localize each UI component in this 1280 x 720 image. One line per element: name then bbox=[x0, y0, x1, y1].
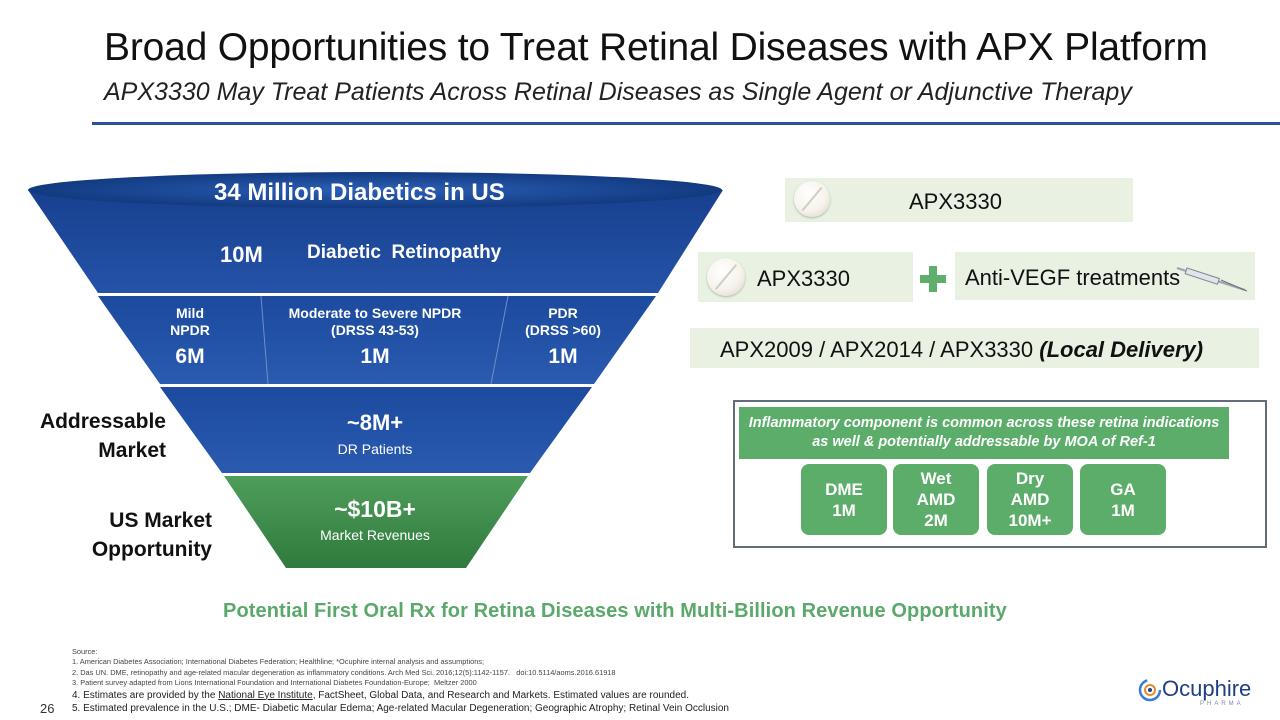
single-agent-label: APX3330 bbox=[909, 189, 1002, 214]
funnel-divider-right bbox=[490, 295, 509, 385]
funnel-top-title: 34 Million Diabetics in US bbox=[214, 179, 505, 206]
tile-dme-line1: DME bbox=[825, 479, 863, 499]
source-3: 3. Patient survey adapted from Lions Int… bbox=[72, 678, 477, 688]
addressable-line1: Addressable bbox=[39, 410, 166, 433]
moderate-npdr-label: Moderate to Severe NPDR (DRSS 43-53) bbox=[262, 305, 488, 339]
sources-footnote: Source: 1. American Diabetes Association… bbox=[72, 647, 729, 715]
tile-ga: GA 1M bbox=[1080, 464, 1166, 535]
ocuphire-logo-text: Ocuphire bbox=[1162, 676, 1252, 701]
addressable-value: ~8M+ bbox=[346, 410, 404, 435]
tablet-icon bbox=[794, 181, 830, 217]
local-delivery-products: APX2009 / APX2014 / APX3330 bbox=[720, 337, 1040, 362]
tile-wet-amd-line2: AMD bbox=[916, 490, 956, 509]
single-agent-row bbox=[785, 178, 1133, 222]
plus-icon bbox=[920, 266, 946, 292]
local-delivery-note: (Local Delivery) bbox=[1039, 337, 1204, 362]
tile-dry-amd-line1: Dry bbox=[1015, 469, 1045, 488]
sources-heading: Source: bbox=[72, 647, 98, 656]
pdr-label-line1: PDR bbox=[548, 305, 578, 321]
us-market-line2: Opportunity bbox=[91, 538, 212, 561]
moderate-npdr-value: 1M bbox=[360, 345, 390, 368]
ocuphire-logo-sub: PHARMA bbox=[1200, 701, 1244, 707]
page-number: 26 bbox=[40, 701, 55, 716]
source-1: 1. American Diabetes Association; Intern… bbox=[72, 657, 485, 667]
tablet-icon bbox=[707, 258, 745, 296]
funnel-band-addressable bbox=[160, 387, 592, 473]
market-value: ~$10B+ bbox=[334, 496, 416, 522]
us-market-line1: US Market bbox=[109, 509, 212, 532]
mild-npdr-value: 6M bbox=[175, 345, 205, 368]
addressable-market-label: Addressable Market bbox=[10, 407, 166, 465]
funnel-divider-left bbox=[260, 295, 269, 385]
tile-wet-amd: Wet AMD 2M bbox=[893, 464, 979, 535]
pdr-value: 1M bbox=[548, 345, 578, 368]
addressable-line2: Market bbox=[98, 439, 166, 462]
slide-subtitle: APX3330 May Treat Patients Across Retina… bbox=[104, 78, 1132, 106]
funnel-band-market bbox=[224, 476, 528, 568]
tile-dry-amd-line3: 10M+ bbox=[1008, 511, 1052, 530]
tile-dme-line2: 1M bbox=[832, 500, 856, 520]
tile-wet-amd-line3: 2M bbox=[924, 511, 948, 530]
mild-label-line1: Mild bbox=[176, 305, 204, 321]
source-5: 5. Estimated prevalence in the U.S.; DME… bbox=[72, 702, 729, 714]
pdr-label: PDR (DRSS >60) bbox=[508, 305, 618, 339]
tagline: Potential First Oral Rx for Retina Disea… bbox=[223, 600, 1007, 622]
ocuphire-logo-icon bbox=[1138, 678, 1162, 702]
source-4: 4. Estimates are provided by the Nationa… bbox=[72, 689, 729, 702]
us-market-label: US Market Opportunity bbox=[40, 506, 212, 564]
moderate-label-line1: Moderate to Severe NPDR bbox=[288, 305, 462, 321]
local-delivery-label: APX2009 / APX2014 / APX3330 (Local Deliv… bbox=[720, 337, 1203, 363]
inflammation-header: Inflammatory component is common across … bbox=[739, 407, 1229, 459]
dr-label: Diabetic Retinopathy bbox=[307, 242, 502, 263]
mild-label-line2: NPDR bbox=[170, 322, 210, 338]
source-2: 2. Das UN. DME, retinopathy and age-rela… bbox=[72, 667, 616, 677]
tile-wet-amd-line1: Wet bbox=[920, 469, 952, 488]
nei-link[interactable]: National Eye Institute bbox=[218, 689, 313, 701]
source-4-post: , FactSheet, Global Data, and Research a… bbox=[312, 689, 690, 701]
dr-value: 10M bbox=[220, 242, 263, 267]
mild-npdr-label: Mild NPDR bbox=[150, 305, 230, 339]
moderate-label-line2: (DRSS 43-53) bbox=[331, 322, 419, 338]
addressable-sub: DR Patients bbox=[337, 441, 413, 457]
market-sub: Market Revenues bbox=[320, 527, 430, 543]
funnel-band-npdr-pdr bbox=[98, 296, 656, 384]
tile-dry-amd-line2: AMD bbox=[1010, 490, 1050, 509]
funnel-rim bbox=[28, 172, 722, 208]
inflammation-box bbox=[733, 400, 1267, 548]
slide-title: Broad Opportunities to Treat Retinal Dis… bbox=[104, 26, 1208, 69]
source-4-pre: 4. Estimates are provided by the bbox=[72, 689, 219, 701]
syringe-icon bbox=[1176, 267, 1248, 292]
tile-ga-line1: GA bbox=[1110, 479, 1136, 499]
local-delivery-row bbox=[690, 328, 1259, 368]
diabetics-funnel bbox=[28, 172, 723, 568]
tile-ga-line2: 1M bbox=[1111, 500, 1135, 520]
pdr-label-line2: (DRSS >60) bbox=[525, 322, 601, 338]
tile-dry-amd: Dry AMD 10M+ bbox=[987, 464, 1073, 535]
combo-partner-label: Anti-VEGF treatments bbox=[965, 265, 1181, 290]
combo-drug-label: APX3330 bbox=[757, 266, 850, 291]
tile-dme: DME 1M bbox=[801, 464, 887, 535]
title-divider bbox=[92, 122, 1280, 125]
funnel-band-diabetic-retinopathy bbox=[28, 190, 723, 293]
